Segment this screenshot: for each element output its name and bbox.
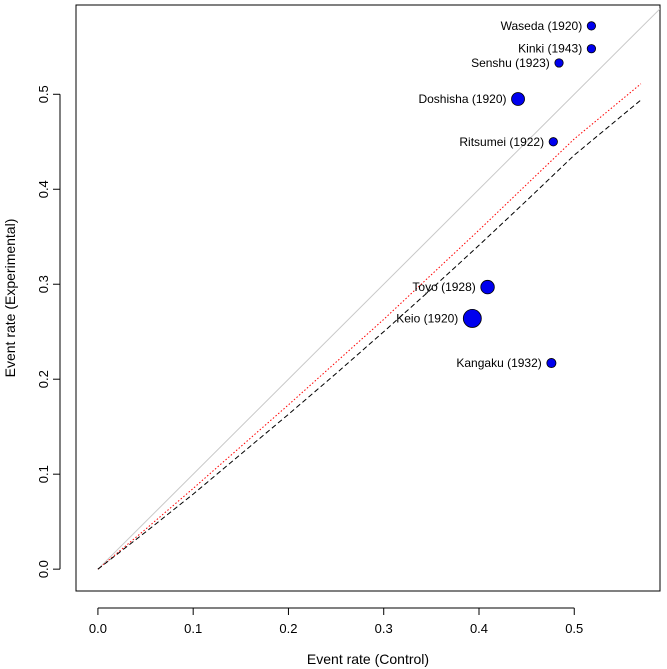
point-label-waseda-1920: Waseda (1920) — [501, 19, 583, 33]
point-waseda-1920 — [586, 21, 597, 31]
point-label-kangaku-1932: Kangaku (1932) — [456, 356, 541, 370]
y-tick-label: 0.5 — [36, 85, 51, 103]
point-ritsumei-1922 — [548, 137, 558, 147]
y-axis-title: Event rate (Experimental) — [2, 219, 18, 378]
y-tick-label: 0.4 — [36, 180, 51, 198]
point-kinki-1943 — [586, 44, 597, 54]
plot-frame — [75, 4, 661, 592]
x-tick-label: 0.3 — [375, 621, 393, 636]
point-labels: Waseda (1920) Kinki (1943)Senshu (1923) Do… — [396, 19, 582, 370]
point-label-kinki-1943: Kinki (1943) — [518, 42, 582, 56]
y-tick-label: 0.1 — [36, 465, 51, 483]
point-keio-1920 — [462, 309, 482, 328]
y-tick-label: 0.3 — [36, 275, 51, 293]
point-label-keio-1920: Keio (1920) — [396, 311, 458, 325]
x-tick-label: 0.0 — [89, 621, 107, 636]
point-kangaku-1932 — [546, 358, 557, 369]
line-fit-black — [97, 99, 642, 570]
y-tick-label: 0.2 — [36, 370, 51, 388]
data-points — [462, 21, 597, 369]
point-label-toyo-1928: Toyo (1928) — [412, 280, 475, 294]
point-senshu-1923 — [554, 58, 564, 68]
point-label-ritsumei-1922: Ritsumei (1922) — [459, 135, 544, 149]
point-doshisha-1920 — [511, 92, 525, 106]
line-fit-red — [97, 83, 642, 570]
axes: 0.0 0.1 0.2 0.3 0.4 0.5 0.0 0.1 0.2 0.3 0.4 0.5 — [36, 85, 583, 636]
x-tick-label: 0.1 — [184, 621, 202, 636]
x-tick-label: 0.4 — [470, 621, 488, 636]
x-axis-title: Event rate (Control) — [307, 651, 429, 667]
point-label-senshu-1923: Senshu (1923) — [471, 56, 550, 70]
x-tick-label: 0.5 — [565, 621, 583, 636]
point-label-doshisha-1920: Doshisha (1920) — [418, 92, 506, 106]
line-identity — [97, 8, 660, 570]
reference-lines — [97, 8, 660, 570]
point-toyo-1928 — [480, 279, 495, 295]
plot-area — [75, 4, 661, 592]
x-tick-label: 0.2 — [279, 621, 297, 636]
y-tick-label: 0.0 — [36, 560, 51, 578]
